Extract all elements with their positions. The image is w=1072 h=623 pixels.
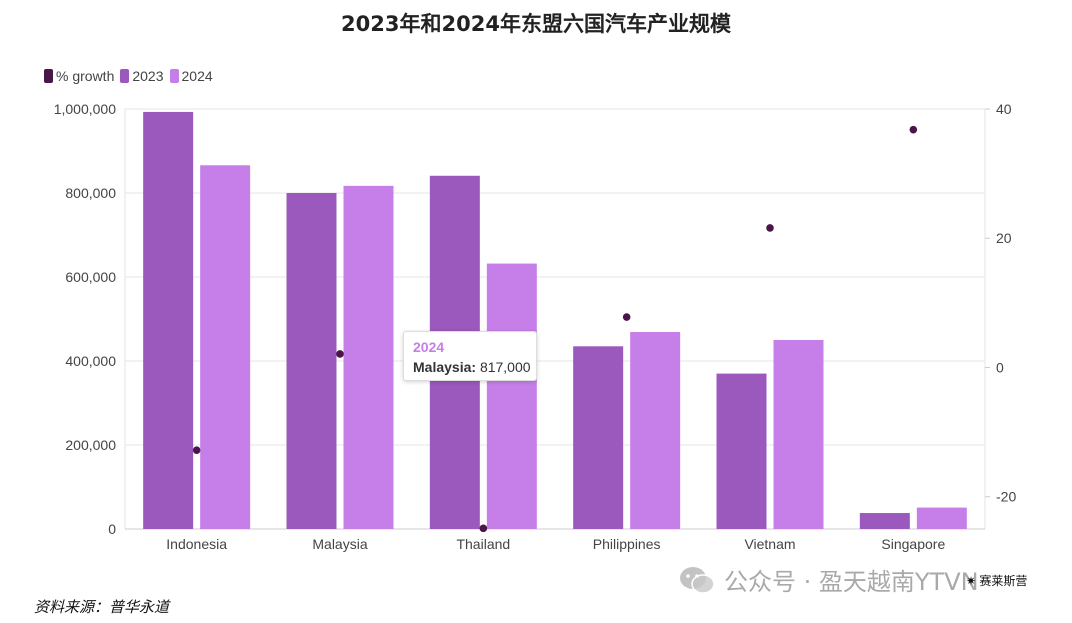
bar-2023-indonesia — [143, 111, 194, 529]
left-tick-label: 600,000 — [65, 269, 116, 285]
bars — [143, 111, 967, 530]
tooltip-label: Malaysia: — [413, 359, 477, 375]
right-tick-label: 40 — [996, 101, 1012, 117]
bar-2023-malaysia — [286, 193, 337, 529]
bar-2024-singapore — [916, 507, 967, 529]
bar-2024-malaysia — [343, 185, 394, 530]
bar-2024-vietnam — [773, 340, 824, 529]
legend-label-2024: 2024 — [181, 68, 213, 84]
growth-point-indonesia — [192, 446, 201, 454]
tooltip-value: 817,000 — [479, 359, 531, 375]
wechat-icon — [680, 566, 715, 594]
brand-logo: ✷ 赛莱斯营 — [966, 572, 1027, 589]
legend-swatch-2024 — [169, 69, 179, 83]
tooltip-title: 2024 — [413, 339, 445, 355]
left-axis-ticks: 0 200,000 400,000 600,000 800,000 1,000,000 — [54, 101, 117, 537]
legend-swatch-2023 — [120, 69, 130, 83]
right-tick-label: 20 — [996, 230, 1012, 246]
source-note: 资料来源：普华永道 — [34, 598, 170, 616]
right-tick-label: 0 — [996, 359, 1004, 375]
left-tick-label: 400,000 — [65, 353, 116, 369]
right-axis-ticks: -20 0 20 40 — [985, 101, 1016, 505]
tooltip-body: Malaysia: 817,000 — [413, 359, 531, 375]
legend-item-growth[interactable]: % growth — [44, 68, 114, 84]
tooltip: 2024 Malaysia: 817,000 — [403, 331, 537, 381]
bar-2024-indonesia — [200, 165, 251, 529]
bar-2024-philippines — [630, 332, 681, 529]
growth-point-philippines — [622, 313, 631, 321]
bar-2024-thailand — [486, 263, 537, 529]
x-tick-label: Philippines — [593, 536, 661, 552]
legend-swatch-growth — [44, 69, 53, 83]
growth-point-vietnam — [766, 224, 774, 232]
bar-2023-vietnam — [716, 373, 767, 529]
growth-point-singapore — [909, 125, 918, 134]
left-tick-label: 0 — [108, 521, 116, 537]
legend-label-growth: % growth — [56, 68, 115, 84]
chart-title: 2023年和2024年东盟六国汽车产业规模 — [341, 12, 731, 36]
left-tick-label: 800,000 — [65, 185, 116, 201]
x-tick-label: Singapore — [881, 536, 945, 552]
x-axis-labels: Indonesia Malaysia Thailand Philippines Viet… — [166, 536, 945, 552]
left-tick-label: 1,000,000 — [54, 101, 116, 117]
bar-2023-philippines — [573, 346, 624, 529]
growth-point-malaysia — [336, 350, 344, 358]
legend-item-2023[interactable]: 2023 — [120, 68, 164, 84]
watermark-text: 公众号 · 盈天越南YTVN — [724, 568, 979, 596]
grid-lines — [124, 108, 986, 530]
growth-point-thailand — [479, 524, 488, 533]
x-tick-label: Malaysia — [312, 536, 367, 552]
chart-legend: % growth 2023 2024 — [44, 68, 213, 84]
x-tick-label: Indonesia — [166, 536, 227, 552]
legend-item-2024[interactable]: 2024 — [169, 68, 213, 84]
brand-text: ✷ 赛莱斯营 — [966, 574, 1028, 588]
growth-points — [192, 125, 918, 533]
x-tick-label: Thailand — [456, 536, 510, 552]
left-tick-label: 200,000 — [65, 437, 116, 453]
bar-2023-singapore — [859, 513, 910, 529]
right-tick-label: -20 — [996, 489, 1016, 505]
watermark: 公众号 · 盈天越南YTVN — [678, 562, 979, 597]
x-tick-label: Vietnam — [744, 536, 795, 552]
legend-label-2023: 2023 — [132, 68, 164, 84]
